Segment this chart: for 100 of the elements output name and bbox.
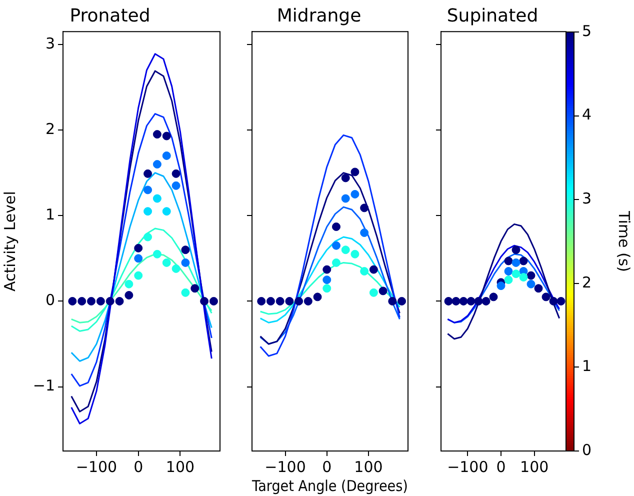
point [78, 296, 86, 306]
chart-title: Supinated [446, 5, 538, 26]
point [162, 258, 171, 267]
point [181, 288, 190, 297]
point [504, 276, 513, 284]
point [350, 190, 360, 198]
point [474, 296, 483, 306]
color-bar-label: 4 [582, 106, 592, 124]
point [322, 284, 332, 293]
point [257, 296, 266, 306]
y-tick-label: 0 [45, 291, 55, 310]
point [134, 271, 143, 280]
point [512, 258, 520, 267]
point [313, 292, 322, 302]
point [124, 280, 134, 288]
point [341, 174, 350, 182]
x-tick-label: 0 [134, 458, 144, 476]
point [369, 288, 378, 297]
point [556, 296, 566, 306]
x-tick-label: 100 [354, 458, 383, 476]
point [209, 296, 218, 306]
point [115, 296, 124, 306]
point [144, 232, 152, 242]
point [549, 296, 558, 306]
point [512, 246, 520, 254]
point [152, 130, 162, 139]
y-axis-title: Activity Level [0, 191, 19, 292]
point [332, 222, 340, 231]
point [341, 194, 350, 203]
point [294, 296, 304, 306]
point [162, 207, 171, 216]
point [152, 160, 162, 169]
x-tick-label: 100 [166, 458, 195, 476]
color-bar-title: Time (s) [615, 210, 634, 272]
color-bar-label: 5 [582, 22, 592, 40]
point [452, 296, 460, 306]
point [162, 151, 171, 160]
point [350, 250, 360, 258]
chart-title: Midrange [276, 5, 362, 26]
y-tick-label: 2 [45, 120, 55, 138]
y-tick-label: 1 [45, 206, 55, 224]
point [489, 292, 498, 302]
point [181, 258, 190, 267]
point [350, 168, 360, 176]
point [332, 258, 340, 267]
point [144, 169, 152, 178]
point [304, 296, 312, 306]
x-tick-label: 0 [322, 458, 332, 476]
point [534, 284, 543, 293]
point [96, 296, 105, 306]
point [322, 265, 332, 274]
point [144, 186, 152, 194]
point [459, 296, 468, 306]
x-tick-label: 100 [520, 458, 549, 476]
point [496, 282, 506, 290]
point [542, 292, 550, 302]
point [398, 296, 406, 306]
point [144, 207, 152, 216]
x-tick-label: −100 [76, 458, 118, 476]
point [152, 250, 162, 258]
point [526, 280, 536, 288]
point [285, 296, 294, 306]
point [378, 286, 388, 296]
point [444, 296, 453, 306]
point [322, 276, 332, 284]
point [332, 241, 340, 250]
point [360, 267, 369, 276]
x-tick-label: 0 [496, 458, 506, 476]
x-axis-title: Target Angle (Degrees) [251, 478, 408, 496]
point [369, 265, 378, 274]
point [68, 296, 77, 306]
point [466, 296, 476, 306]
point [360, 204, 369, 212]
point [276, 296, 284, 306]
point [190, 284, 200, 293]
point [519, 273, 528, 282]
point [482, 296, 490, 306]
x-tick-label: −100 [447, 458, 488, 476]
y-tick-label: 3 [45, 34, 55, 52]
color-bar-label: 0 [582, 440, 592, 459]
point [152, 194, 162, 203]
color-bar-label: 2 [582, 273, 592, 292]
point [512, 270, 520, 278]
point [106, 296, 114, 306]
point [162, 132, 171, 140]
chart-title: Pronated [70, 5, 150, 26]
point [519, 256, 528, 266]
point [172, 169, 180, 178]
point [134, 244, 143, 252]
point [266, 296, 275, 306]
point [526, 271, 536, 280]
color-bar-label: 3 [582, 189, 592, 208]
point [200, 296, 209, 306]
point [360, 228, 369, 237]
color-bar-label: 1 [582, 357, 592, 376]
point [87, 296, 96, 306]
point [504, 256, 513, 266]
point [341, 246, 350, 254]
point [172, 264, 180, 273]
x-tick-label: −100 [264, 458, 306, 476]
